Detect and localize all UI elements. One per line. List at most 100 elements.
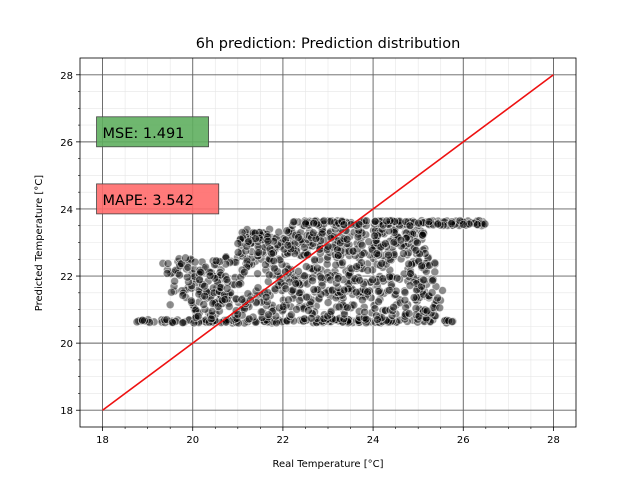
y-tick-label: 22	[60, 272, 73, 283]
data-point	[347, 264, 357, 274]
data-point	[418, 275, 428, 285]
x-tick-label: 22	[277, 435, 290, 446]
data-point	[385, 272, 395, 282]
data-point	[317, 280, 327, 290]
data-point	[447, 219, 456, 228]
data-point	[418, 230, 427, 240]
data-point	[377, 219, 387, 229]
x-axis-label: Real Temperature [°C]	[272, 459, 383, 470]
data-point	[301, 219, 311, 229]
data-point	[395, 274, 405, 284]
data-point	[458, 219, 468, 229]
data-point	[333, 251, 343, 260]
data-point	[411, 245, 421, 255]
data-point	[419, 218, 428, 228]
data-point	[405, 221, 415, 231]
data-point	[328, 242, 338, 252]
data-point	[195, 275, 204, 285]
data-point	[417, 261, 427, 271]
data-point	[209, 288, 219, 298]
data-point	[385, 216, 395, 226]
data-point	[202, 287, 212, 297]
data-point	[430, 258, 440, 268]
annotation-text: MSE: 1.491	[103, 126, 185, 142]
data-point	[273, 267, 282, 277]
data-point	[342, 303, 352, 313]
data-point	[293, 232, 303, 242]
annotations-layer: MSE: 1.491 MAPE: 3.542	[96, 116, 220, 215]
data-point	[363, 287, 373, 297]
data-point	[306, 313, 316, 323]
data-point	[433, 293, 443, 303]
data-point	[480, 219, 490, 229]
data-point	[242, 256, 252, 266]
data-point	[365, 250, 375, 260]
data-point	[182, 272, 192, 282]
data-point	[351, 287, 361, 297]
y-tick-label: 26	[60, 138, 73, 149]
data-point	[205, 271, 215, 281]
data-point	[374, 297, 383, 307]
data-point	[391, 290, 400, 299]
data-point	[430, 267, 440, 277]
data-point	[200, 291, 210, 301]
data-point	[361, 314, 371, 324]
data-point	[399, 249, 408, 259]
data-point	[334, 313, 344, 323]
data-point	[363, 265, 373, 275]
data-point	[178, 290, 188, 300]
data-point	[263, 232, 273, 242]
data-point	[433, 219, 443, 229]
data-point	[277, 260, 287, 269]
data-point	[289, 217, 298, 227]
data-point	[339, 285, 349, 295]
data-point	[183, 262, 193, 272]
data-point	[377, 313, 387, 323]
data-point	[282, 226, 292, 236]
x-tick-label: 28	[547, 435, 560, 446]
data-point	[370, 304, 380, 314]
data-point	[199, 300, 209, 310]
data-point	[211, 256, 221, 266]
data-point	[373, 231, 383, 241]
data-point	[291, 279, 301, 289]
data-point	[477, 219, 487, 229]
data-point	[349, 300, 359, 310]
data-point	[392, 273, 402, 283]
data-point	[165, 300, 175, 310]
data-point	[213, 302, 223, 312]
data-point	[325, 216, 335, 226]
data-point	[186, 254, 196, 264]
data-point	[283, 295, 293, 305]
data-point	[438, 286, 447, 295]
data-point	[210, 273, 220, 283]
y-axis-label: Predicted Temperature [°C]	[34, 175, 45, 312]
y-tick-label: 28	[60, 71, 73, 82]
data-point	[360, 286, 370, 296]
data-point	[264, 310, 273, 320]
data-point	[353, 232, 363, 242]
data-point	[308, 228, 318, 238]
data-point	[163, 259, 173, 269]
data-point	[400, 295, 410, 305]
x-tick-label: 24	[367, 435, 380, 446]
data-point	[299, 243, 309, 252]
data-point	[388, 306, 398, 316]
data-point	[368, 275, 378, 285]
data-point	[355, 275, 365, 285]
data-point	[372, 315, 382, 325]
data-point	[235, 234, 245, 244]
data-point	[302, 292, 311, 302]
data-point	[357, 295, 367, 305]
data-point	[271, 318, 281, 328]
data-point	[317, 229, 327, 239]
data-point	[405, 281, 415, 291]
data-point	[263, 277, 273, 287]
data-point	[244, 314, 254, 324]
data-point	[377, 258, 387, 268]
data-point	[184, 315, 194, 325]
data-point	[472, 220, 482, 229]
x-tick-label: 20	[186, 435, 199, 446]
data-point	[196, 267, 206, 277]
data-point	[263, 236, 273, 246]
